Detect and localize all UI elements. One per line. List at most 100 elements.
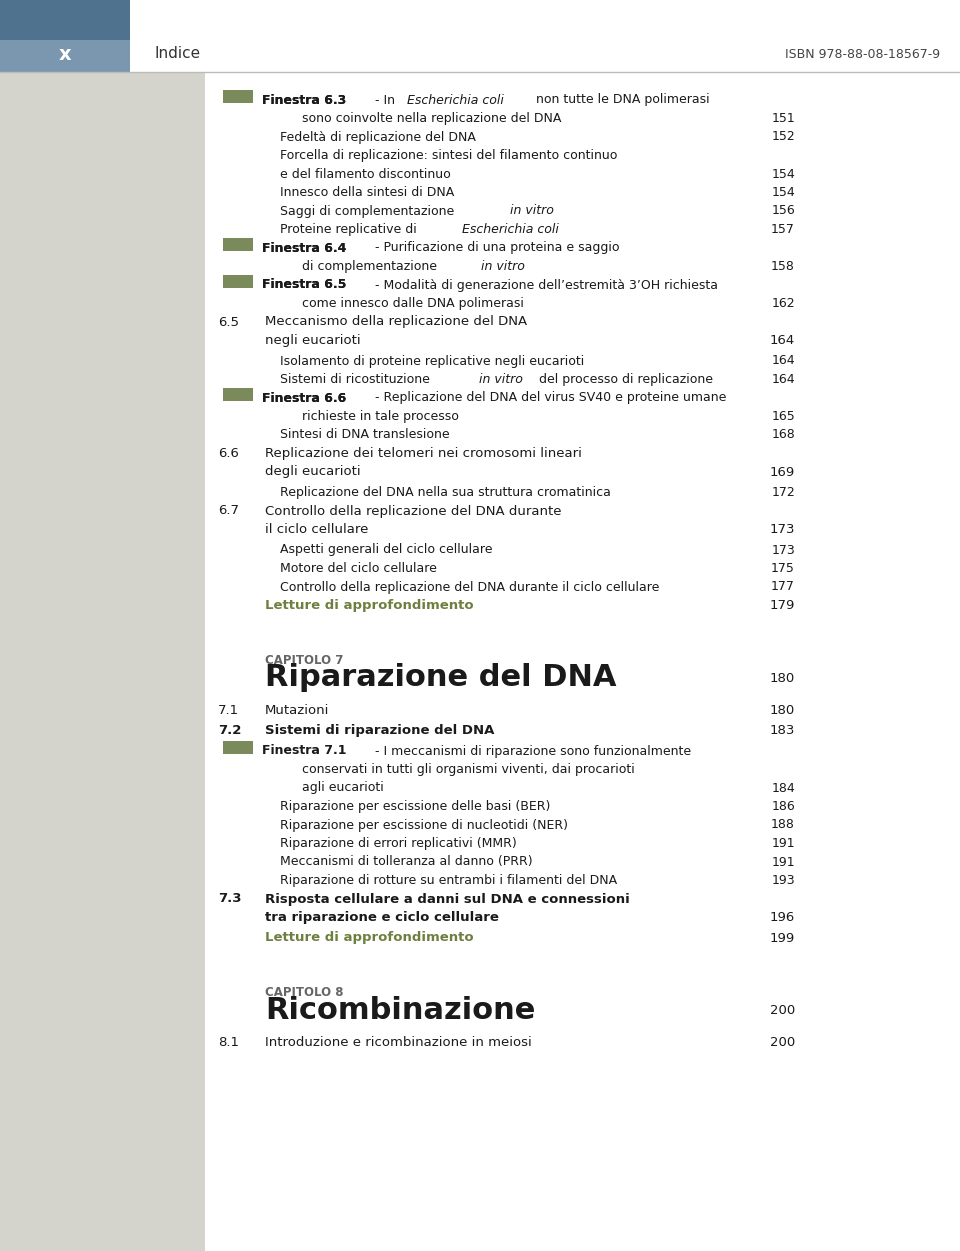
Text: il ciclo cellulare: il ciclo cellulare [265, 523, 369, 535]
Text: 7.3: 7.3 [218, 892, 242, 906]
Bar [0, 0, 130, 73]
Text: 200: 200 [770, 1005, 795, 1017]
Text: Sistemi di riparazione del DNA: Sistemi di riparazione del DNA [265, 724, 494, 737]
Text: Ricombinazione: Ricombinazione [265, 996, 536, 1025]
Text: 8.1: 8.1 [218, 1036, 239, 1050]
Text: 188: 188 [771, 818, 795, 832]
Text: 180: 180 [770, 672, 795, 684]
Text: Innesco della sintesi di DNA: Innesco della sintesi di DNA [280, 186, 454, 199]
Bar [223, 388, 253, 402]
Text: 162: 162 [772, 296, 795, 310]
Text: 154: 154 [771, 168, 795, 180]
Text: Riparazione di rotture su entrambi i filamenti del DNA: Riparazione di rotture su entrambi i fil… [280, 874, 617, 887]
Text: Finestra 6.4: Finestra 6.4 [262, 241, 347, 254]
Text: in vitro: in vitro [478, 373, 522, 387]
Text: 164: 164 [772, 373, 795, 387]
Text: Finestra 6.3: Finestra 6.3 [262, 94, 347, 106]
Text: Meccanismo della replicazione del DNA: Meccanismo della replicazione del DNA [265, 315, 527, 329]
Text: - I meccanismi di riparazione sono funzionalmente: - I meccanismi di riparazione sono funzi… [371, 744, 691, 758]
Text: come innesco dalle DNA polimerasi: come innesco dalle DNA polimerasi [302, 296, 524, 310]
Text: Riparazione per escissione di nucleotidi (NER): Riparazione per escissione di nucleotidi… [280, 818, 568, 832]
Text: 6.7: 6.7 [218, 504, 239, 518]
Text: Introduzione e ricombinazione in meiosi: Introduzione e ricombinazione in meiosi [265, 1036, 532, 1050]
Bar [223, 741, 253, 754]
Text: 158: 158 [771, 260, 795, 273]
Text: Forcella di replicazione: sintesi del filamento continuo: Forcella di replicazione: sintesi del fi… [280, 149, 617, 161]
Text: 173: 173 [770, 523, 795, 535]
Text: Riparazione del DNA: Riparazione del DNA [265, 663, 616, 693]
Text: Riparazione per escissione delle basi (BER): Riparazione per escissione delle basi (B… [280, 799, 550, 813]
Text: 152: 152 [771, 130, 795, 144]
Text: 173: 173 [771, 543, 795, 557]
Text: 7.2: 7.2 [218, 724, 241, 737]
Text: negli eucarioti: negli eucarioti [265, 334, 361, 347]
Text: in vitro: in vitro [510, 204, 554, 218]
Text: Proteine replicative di: Proteine replicative di [280, 223, 420, 236]
Text: CAPITOLO 8: CAPITOLO 8 [265, 986, 344, 1000]
Text: Letture di approfondimento: Letture di approfondimento [265, 599, 473, 612]
Bar [223, 238, 253, 251]
Text: conservati in tutti gli organismi viventi, dai procarioti: conservati in tutti gli organismi vivent… [302, 763, 635, 776]
Text: Finestra 7.1: Finestra 7.1 [262, 744, 347, 758]
Text: Sintesi di DNA translesione: Sintesi di DNA translesione [280, 429, 449, 442]
Text: Risposta cellulare a danni sul DNA e connessioni: Risposta cellulare a danni sul DNA e con… [265, 892, 630, 906]
Text: Saggi di complementazione: Saggi di complementazione [280, 204, 458, 218]
Text: Controllo della replicazione del DNA durante il ciclo cellulare: Controllo della replicazione del DNA dur… [280, 580, 660, 593]
Text: 186: 186 [771, 799, 795, 813]
Text: 164: 164 [772, 354, 795, 368]
Text: Replicazione del DNA nella sua struttura cromatinica: Replicazione del DNA nella sua struttura… [280, 485, 611, 499]
Text: 154: 154 [771, 186, 795, 199]
Text: 151: 151 [771, 113, 795, 125]
Text: Letture di approfondimento: Letture di approfondimento [265, 932, 473, 945]
Text: Escherichia coli: Escherichia coli [407, 94, 504, 106]
Text: Riparazione di errori replicativi (MMR): Riparazione di errori replicativi (MMR) [280, 837, 516, 849]
Text: tra riparazione e ciclo cellulare: tra riparazione e ciclo cellulare [265, 911, 499, 924]
Text: 177: 177 [771, 580, 795, 593]
Text: 165: 165 [771, 410, 795, 423]
Text: in vitro: in vitro [481, 260, 525, 273]
Text: Finestra 6.5: Finestra 6.5 [262, 279, 347, 291]
Text: e del filamento discontinuo: e del filamento discontinuo [280, 168, 451, 180]
Text: 196: 196 [770, 911, 795, 924]
Text: 184: 184 [771, 782, 795, 794]
Text: 157: 157 [771, 223, 795, 236]
Text: - In: - In [371, 94, 398, 106]
Bar [0, 73, 205, 1251]
Text: - Purificazione di una proteina e saggio: - Purificazione di una proteina e saggio [371, 241, 619, 254]
Text: non tutte le DNA polimerasi: non tutte le DNA polimerasi [532, 94, 709, 106]
Text: 156: 156 [771, 204, 795, 218]
Text: 169: 169 [770, 465, 795, 478]
Text: 6.6: 6.6 [218, 447, 239, 460]
Text: 193: 193 [772, 874, 795, 887]
Text: Fedeltà di replicazione del DNA: Fedeltà di replicazione del DNA [280, 130, 476, 144]
Text: Meccanismi di tolleranza al danno (PRR): Meccanismi di tolleranza al danno (PRR) [280, 856, 533, 868]
Text: 175: 175 [771, 562, 795, 575]
Text: Finestra 6.3: Finestra 6.3 [262, 94, 347, 106]
Text: 180: 180 [770, 703, 795, 717]
Text: Finestra 6.4: Finestra 6.4 [262, 241, 347, 254]
Text: agli eucarioti: agli eucarioti [302, 782, 384, 794]
Text: 168: 168 [771, 429, 795, 442]
Text: del processo di replicazione: del processo di replicazione [535, 373, 713, 387]
Bar [223, 275, 253, 288]
Text: 199: 199 [770, 932, 795, 945]
Bar [0, 0, 130, 40]
Text: 179: 179 [770, 599, 795, 612]
Text: Motore del ciclo cellulare: Motore del ciclo cellulare [280, 562, 437, 575]
Text: richieste in tale processo: richieste in tale processo [302, 410, 459, 423]
Text: Controllo della replicazione del DNA durante: Controllo della replicazione del DNA dur… [265, 504, 562, 518]
Text: Finestra 6.5: Finestra 6.5 [262, 279, 347, 291]
Text: - Modalità di generazione dell’estremità 3’OH richiesta: - Modalità di generazione dell’estremità… [371, 279, 718, 291]
Text: 7.1: 7.1 [218, 703, 239, 717]
Text: 164: 164 [770, 334, 795, 347]
Text: - Replicazione del DNA del virus SV40 e proteine umane: - Replicazione del DNA del virus SV40 e … [371, 392, 726, 404]
Text: Escherichia coli: Escherichia coli [462, 223, 559, 236]
Text: Finestra 6.6: Finestra 6.6 [262, 392, 347, 404]
Text: degli eucarioti: degli eucarioti [265, 465, 361, 478]
Text: Aspetti generali del ciclo cellulare: Aspetti generali del ciclo cellulare [280, 543, 492, 557]
Text: ISBN 978-88-08-18567-9: ISBN 978-88-08-18567-9 [785, 48, 940, 60]
Text: 191: 191 [772, 837, 795, 849]
Text: Sistemi di ricostituzione: Sistemi di ricostituzione [280, 373, 434, 387]
Text: Replicazione dei telomeri nei cromosomi lineari: Replicazione dei telomeri nei cromosomi … [265, 447, 582, 460]
Bar [223, 90, 253, 103]
